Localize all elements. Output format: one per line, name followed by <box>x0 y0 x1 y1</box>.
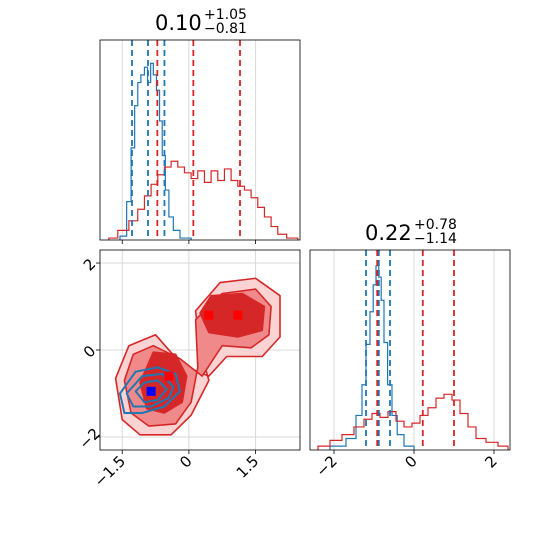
contour-line-blue-0 <box>119 366 181 414</box>
contour-line-blue-2 <box>134 379 168 404</box>
y-tick-label-0: −2 <box>75 424 103 452</box>
panel-title-plus: +0.78 <box>414 217 457 233</box>
axes-frame <box>99 39 301 241</box>
contour-fill-level-2 <box>139 351 188 414</box>
histogram-series-1 <box>108 160 299 240</box>
panel-title-plus: +1.05 <box>204 7 247 23</box>
marker-red-1 <box>204 310 214 320</box>
axes-frame <box>309 249 511 451</box>
histogram-series-0 <box>119 62 192 240</box>
histogram-panel-top-left: 0.10 +1.05−0.81 <box>99 7 301 244</box>
marker-red-0 <box>164 371 174 381</box>
histogram-series-1 <box>317 393 509 450</box>
y-tick-label-2: 2 <box>80 255 99 274</box>
x-tick-label-2: 1.5 <box>233 452 263 482</box>
histogram-panel-bottom-right: 0.22 +0.78−1.14 −2 0 2 <box>309 217 511 480</box>
panel-title-value: 0.10 <box>155 11 202 35</box>
marker-red-2 <box>233 310 243 320</box>
panel-title-minus: −0.81 <box>204 21 247 37</box>
panel-title-minus: −1.14 <box>414 231 457 247</box>
panel-title-value: 0.22 <box>365 221 412 245</box>
x-tick-label-1: 0 <box>401 452 420 471</box>
contour-line-blue-1 <box>125 372 175 408</box>
contour-fill-level-3 <box>199 292 266 338</box>
x-tick-label-0: −2 <box>312 452 340 480</box>
y-tick-label-1: 0 <box>80 342 99 361</box>
histogram-series-0 <box>329 265 415 450</box>
x-tick-label-1: 0 <box>176 452 195 471</box>
marker-blue-0 <box>146 386 156 396</box>
x-tick-label-2: 2 <box>481 452 500 471</box>
contour-panel-bottom-left: −1.5 0 1.5 −2 0 2 <box>75 249 301 491</box>
x-tick-label-0: −1.5 <box>91 452 129 490</box>
